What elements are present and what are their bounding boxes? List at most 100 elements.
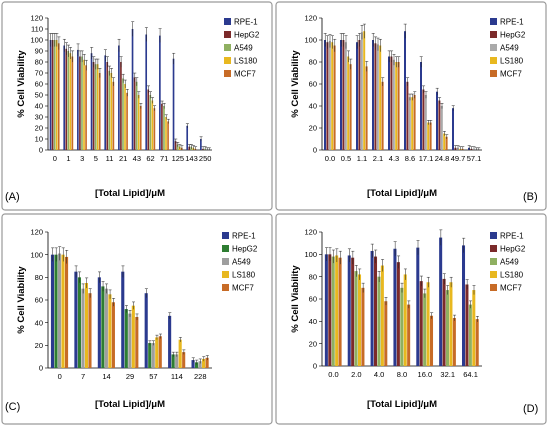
x-tick-label: 57.1 — [467, 154, 482, 163]
legend-entry: RPE-1 — [500, 18, 524, 27]
bar — [363, 31, 366, 151]
x-tick-label: 11 — [106, 154, 114, 163]
legend-swatch — [224, 70, 231, 77]
legend-swatch — [222, 284, 229, 291]
bar — [50, 254, 55, 368]
bar — [176, 144, 179, 150]
y-tick-label: 60 — [309, 295, 317, 304]
legend-swatch — [490, 245, 497, 252]
bar — [110, 73, 113, 150]
y-tick-label: 20 — [309, 124, 317, 133]
y-tick-label: 80 — [35, 58, 43, 67]
y-tick-label: 120 — [304, 14, 317, 23]
panel-label: (B) — [523, 191, 538, 203]
bar — [335, 255, 339, 366]
bar — [439, 237, 443, 366]
bar — [165, 117, 167, 150]
bar — [172, 58, 175, 151]
bar — [413, 95, 416, 150]
bar — [81, 56, 83, 150]
bar — [159, 35, 161, 150]
bar — [118, 45, 120, 150]
bar — [420, 62, 422, 150]
bar — [342, 40, 345, 150]
bar — [408, 97, 411, 150]
x-tick-label: 29 — [126, 372, 134, 381]
x-axis-label: [Total Lipid]/μM — [95, 188, 165, 199]
bar — [111, 302, 115, 368]
bar — [74, 271, 78, 368]
legend-swatch — [490, 31, 497, 38]
bar — [186, 125, 189, 150]
legend-swatch — [224, 18, 231, 25]
y-tick-label: 0 — [313, 362, 317, 371]
y-tick-label: 110 — [31, 25, 43, 34]
chart-panel-2: 0 20 40 60 80 100 120 % Cell Viability 0.0 0.5 1.1… — [275, 1, 547, 211]
bar — [147, 89, 150, 150]
bar — [452, 108, 454, 150]
bar — [77, 49, 79, 150]
bar — [411, 97, 414, 150]
legend-swatch — [490, 258, 497, 265]
bar — [178, 339, 182, 368]
x-tick-label: 24.8 — [435, 154, 450, 163]
bar — [83, 59, 85, 150]
bar — [358, 40, 361, 150]
x-tick-label: 43 — [133, 154, 141, 163]
x-tick-label: 1.1 — [357, 154, 367, 163]
chart-panel-4: 0 20 40 60 80 100 120 % Cell Viability 0.0 2.0 4.0… — [275, 213, 547, 425]
bar — [139, 106, 142, 150]
y-tick-label: 80 — [35, 273, 43, 282]
bar — [54, 254, 58, 368]
x-tick-label: 2.1 — [373, 154, 383, 163]
bar — [61, 254, 65, 368]
bar — [167, 121, 169, 150]
bar — [440, 106, 443, 150]
bar — [153, 108, 156, 150]
bar — [161, 103, 163, 150]
bar — [365, 66, 368, 150]
bar — [149, 95, 152, 150]
y-tick-label: 60 — [35, 80, 43, 89]
bar — [396, 262, 400, 366]
y-tick-label: 10 — [35, 135, 43, 144]
bar — [163, 106, 165, 150]
bar — [347, 56, 350, 150]
bar — [69, 53, 72, 151]
y-tick-label: 50 — [35, 91, 43, 100]
bar — [446, 290, 450, 366]
x-tick-label: 228 — [194, 372, 207, 381]
bar — [65, 48, 68, 150]
y-tick-label: 40 — [35, 318, 43, 327]
bar — [424, 95, 427, 150]
bar — [381, 81, 384, 150]
y-tick-label: 60 — [309, 80, 317, 89]
bar — [397, 62, 400, 150]
bar — [122, 78, 124, 150]
bar — [404, 31, 406, 151]
legend-entry: HepG2 — [500, 31, 526, 40]
x-tick-label: 0.0 — [325, 154, 335, 163]
bar — [53, 40, 56, 150]
bar — [426, 282, 430, 366]
y-axis-label: % Cell Viability — [290, 265, 301, 333]
bar — [379, 45, 382, 150]
bar — [135, 81, 138, 150]
bar — [128, 313, 132, 368]
bar — [97, 277, 101, 368]
bar — [49, 40, 52, 150]
legend-entry: RPE-1 — [232, 232, 256, 241]
legend-entry: LS180 — [232, 271, 256, 280]
bar — [90, 53, 93, 151]
panel-label: (D) — [523, 403, 538, 415]
bar — [358, 274, 362, 366]
bar — [331, 42, 334, 151]
bar — [101, 286, 105, 368]
y-tick-label: 80 — [309, 58, 317, 67]
y-axis-label: % Cell Viability — [16, 50, 27, 118]
x-tick-label: 0 — [58, 372, 62, 381]
panel-label: (C) — [5, 401, 20, 413]
bar — [108, 70, 111, 150]
bar — [151, 343, 155, 368]
y-tick-label: 0 — [313, 146, 317, 155]
